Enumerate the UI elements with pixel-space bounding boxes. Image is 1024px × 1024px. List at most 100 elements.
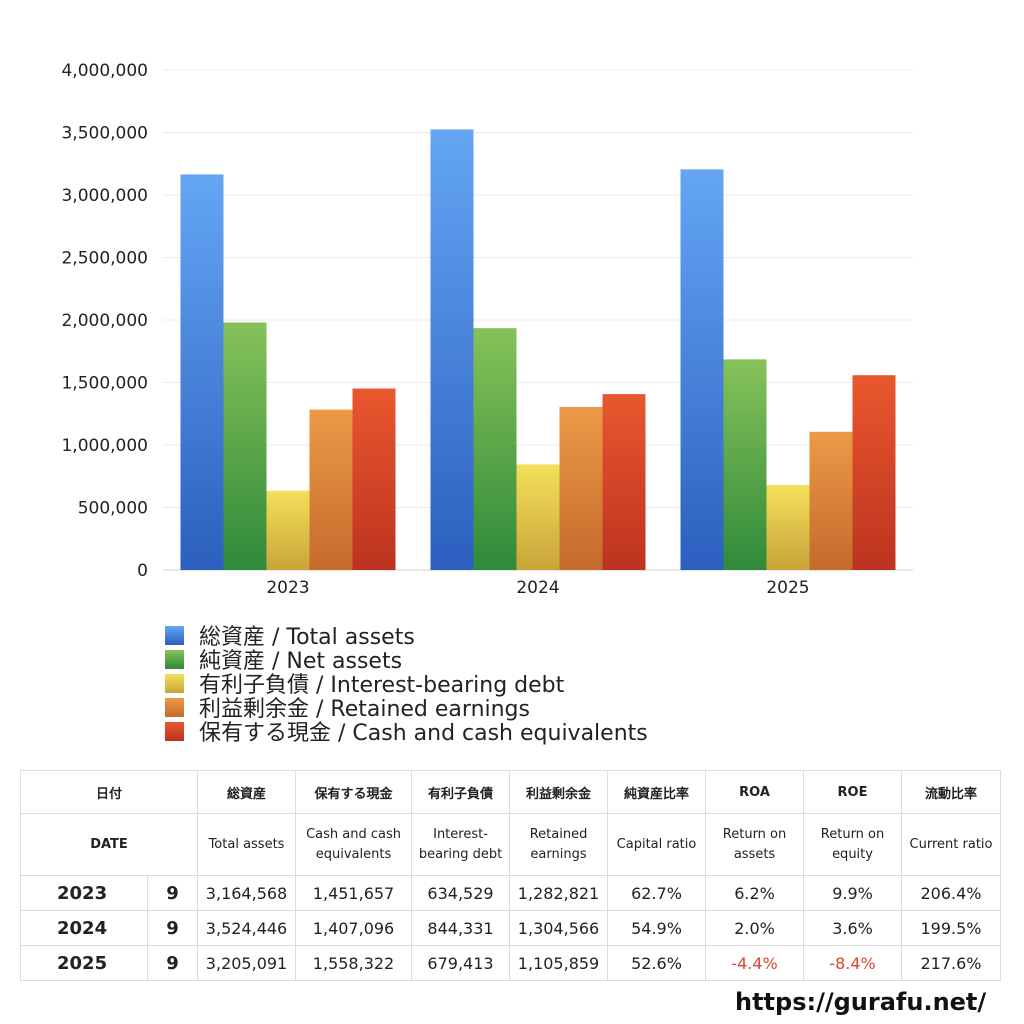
bar: [516, 464, 560, 570]
header-roe-en: Return on equity: [803, 813, 903, 876]
cell-year: 2024: [20, 910, 148, 946]
cell-total-assets: 3,164,568: [197, 875, 297, 911]
cell-capital-ratio: 54.9%: [607, 910, 707, 946]
cell-cash: 1,558,322: [295, 945, 413, 981]
cell-capital-ratio: 52.6%: [607, 945, 707, 981]
bar: [309, 409, 353, 570]
bar: [723, 359, 767, 570]
header-cash-ja: 保有する現金: [295, 770, 413, 814]
header-capital-ratio-ja: 純資産比率: [607, 770, 707, 814]
x-tick-label: 2023: [266, 578, 309, 598]
x-axis-tick-labels: 2023 2024 2025: [266, 578, 809, 598]
header-roa-en: Return on assets: [705, 813, 805, 876]
legend-swatch-cash: [165, 721, 184, 741]
header-cash-en: Cash and cash equivalents: [295, 813, 413, 876]
y-tick-label: 3,500,000: [61, 124, 148, 144]
table-header-ja: 日付 総資産 保有する現金 有利子負債 利益剰余金 純資産比率 ROA ROE …: [19, 770, 1002, 814]
cell-cash: 1,407,096: [295, 910, 413, 946]
cell-capital-ratio: 62.7%: [607, 875, 707, 911]
cell-roa: 2.0%: [705, 910, 805, 946]
y-tick-label: 1,000,000: [61, 436, 148, 456]
table-row: 2025 9 3,205,091 1,558,322 679,413 1,105…: [20, 945, 1002, 981]
header-total-assets-ja: 総資産: [197, 770, 297, 814]
cell-retained: 1,105,859: [509, 945, 609, 981]
legend-label: 利益剰余金 / Retained earnings: [199, 697, 530, 722]
header-current-ratio-en: Current ratio: [901, 813, 1002, 876]
bar: [559, 406, 603, 570]
y-tick-label: 1,500,000: [61, 374, 148, 394]
legend-item-total-assets: 総資産 / Total assets: [165, 623, 648, 650]
legend-item-retained-earnings: 利益剰余金 / Retained earnings: [165, 695, 648, 722]
table-header-en: DATE Total assets Cash and cash equivale…: [19, 813, 1002, 876]
cell-current-ratio: 206.4%: [901, 875, 1002, 911]
x-tick-label: 2025: [766, 578, 809, 598]
bar: [766, 485, 810, 570]
header-retained-en: Retained earnings: [509, 813, 609, 876]
header-roa: ROA: [705, 770, 805, 814]
header-current-ratio-ja: 流動比率: [901, 770, 1002, 814]
chart-legend: 総資産 / Total assets 純資産 / Net assets 有利子負…: [165, 623, 648, 746]
cell-roe: 3.6%: [803, 910, 903, 946]
x-tick-label: 2024: [516, 578, 559, 598]
bar: [430, 129, 474, 570]
bar: [602, 394, 646, 570]
header-date-ja: 日付: [19, 770, 199, 814]
legend-item-interest-bearing-debt: 有利子負債 / Interest-bearing debt: [165, 671, 648, 698]
cell-debt: 679,413: [411, 945, 511, 981]
y-tick-label: 0: [137, 561, 148, 581]
bar: [223, 322, 267, 570]
cell-debt: 634,529: [411, 875, 511, 911]
cell-total-assets: 3,524,446: [197, 910, 297, 946]
header-debt-en: Interest-bearing debt: [411, 813, 511, 876]
cell-year: 2025: [20, 945, 148, 981]
y-tick-label: 3,000,000: [61, 186, 148, 206]
bar: [680, 169, 724, 570]
header-date-en: DATE: [19, 813, 199, 876]
y-axis-tick-labels: 0 500,000 1,000,000 1,500,000 2,000,000 2,500…: [61, 61, 148, 581]
financial-data-table: 日付 総資産 保有する現金 有利子負債 利益剰余金 純資産比率 ROA ROE …: [19, 770, 1002, 981]
table-row: 2024 9 3,524,446 1,407,096 844,331 1,304…: [20, 910, 1002, 946]
header-retained-ja: 利益剰余金: [509, 770, 609, 814]
cell-roa: 6.2%: [705, 875, 805, 911]
legend-label: 保有する現金 / Cash and cash equivalents: [199, 721, 648, 746]
cell-debt: 844,331: [411, 910, 511, 946]
table-row: 2023 9 3,164,568 1,451,657 634,529 1,282…: [20, 875, 1002, 911]
y-tick-label: 2,500,000: [61, 249, 148, 269]
legend-swatch-total-assets: [165, 625, 184, 645]
legend-item-net-assets: 純資産 / Net assets: [165, 647, 648, 674]
bar: [473, 328, 517, 570]
cell-roa: -4.4%: [705, 945, 805, 981]
header-debt-ja: 有利子負債: [411, 770, 511, 814]
chart-bars: [180, 129, 896, 570]
header-total-assets-en: Total assets: [197, 813, 297, 876]
bar: [852, 375, 896, 570]
bar: [266, 490, 310, 570]
cell-month: 9: [146, 945, 199, 981]
bar-chart: 0 500,000 1,000,000 1,500,000 2,000,000 2,500…: [61, 61, 913, 598]
legend-swatch-net-assets: [165, 649, 184, 669]
cell-year: 2023: [20, 875, 148, 911]
header-capital-ratio-en: Capital ratio: [607, 813, 707, 876]
bar: [352, 388, 396, 570]
cell-roe: 9.9%: [803, 875, 903, 911]
legend-swatch-interest-bearing-debt: [165, 673, 184, 693]
cell-current-ratio: 199.5%: [901, 910, 1002, 946]
cell-month: 9: [146, 875, 199, 911]
cell-total-assets: 3,205,091: [197, 945, 297, 981]
y-tick-label: 4,000,000: [61, 61, 148, 81]
y-tick-label: 500,000: [78, 499, 148, 519]
legend-item-cash: 保有する現金 / Cash and cash equivalents: [165, 719, 648, 746]
legend-swatch-retained-earnings: [165, 697, 184, 717]
cell-retained: 1,304,566: [509, 910, 609, 946]
legend-label: 総資産 / Total assets: [199, 625, 415, 650]
cell-month: 9: [146, 910, 199, 946]
y-tick-label: 2,000,000: [61, 311, 148, 331]
legend-label: 有利子負債 / Interest-bearing debt: [199, 673, 565, 698]
bar: [809, 431, 853, 570]
cell-current-ratio: 217.6%: [901, 945, 1002, 981]
cell-roe: -8.4%: [803, 945, 903, 981]
cell-cash: 1,451,657: [295, 875, 413, 911]
bar: [180, 174, 224, 570]
legend-label: 純資産 / Net assets: [199, 649, 403, 674]
header-roe: ROE: [803, 770, 903, 814]
